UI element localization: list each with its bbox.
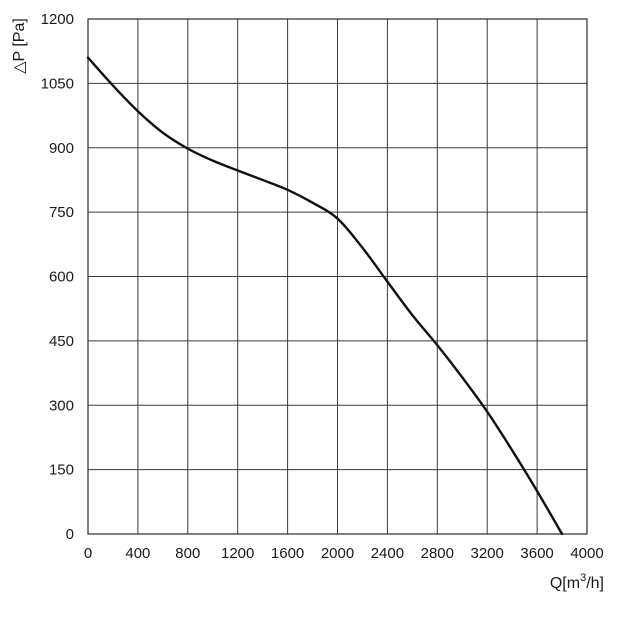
plot-frame: [87, 18, 588, 535]
x-axis-title-base: Q[m: [550, 575, 580, 592]
x-tick-label: 1200: [221, 545, 254, 562]
x-tick-label: 0: [84, 545, 92, 562]
y-tick-label: 750: [49, 204, 74, 221]
x-axis-title-sup: 3: [580, 572, 586, 584]
x-axis-title: Q[m3/h]: [550, 572, 604, 592]
x-tick-label: 800: [175, 545, 200, 562]
x-tick-label: 400: [125, 545, 150, 562]
tick-labels: 0 400 800 1200 1600 2000 2400 2800 3200 3600 4000 0…: [41, 11, 604, 562]
y-tick-label: 900: [49, 140, 74, 157]
y-tick-label: 0: [66, 526, 74, 543]
y-tick-label: 1050: [41, 75, 74, 92]
x-tick-label: 2000: [321, 545, 354, 562]
y-tick-label: 300: [49, 397, 74, 414]
x-axis-title-tail: /h]: [586, 575, 604, 592]
y-tick-label: 1200: [41, 11, 74, 28]
series: [86, 56, 564, 536]
x-tick-label: 3600: [520, 545, 553, 562]
y-axis-title: △P [Pa]: [11, 18, 28, 74]
pressure-curve: [86, 56, 564, 536]
y-tick-label: 600: [49, 269, 74, 286]
x-tick-label: 1600: [271, 545, 304, 562]
y-tick-label: 150: [49, 462, 74, 479]
grid: [87, 18, 588, 535]
x-tick-label: 3200: [471, 545, 504, 562]
x-tick-label: 4000: [570, 545, 603, 562]
y-tick-label: 450: [49, 333, 74, 350]
x-tick-label: 2800: [421, 545, 454, 562]
x-tick-label: 2400: [371, 545, 404, 562]
